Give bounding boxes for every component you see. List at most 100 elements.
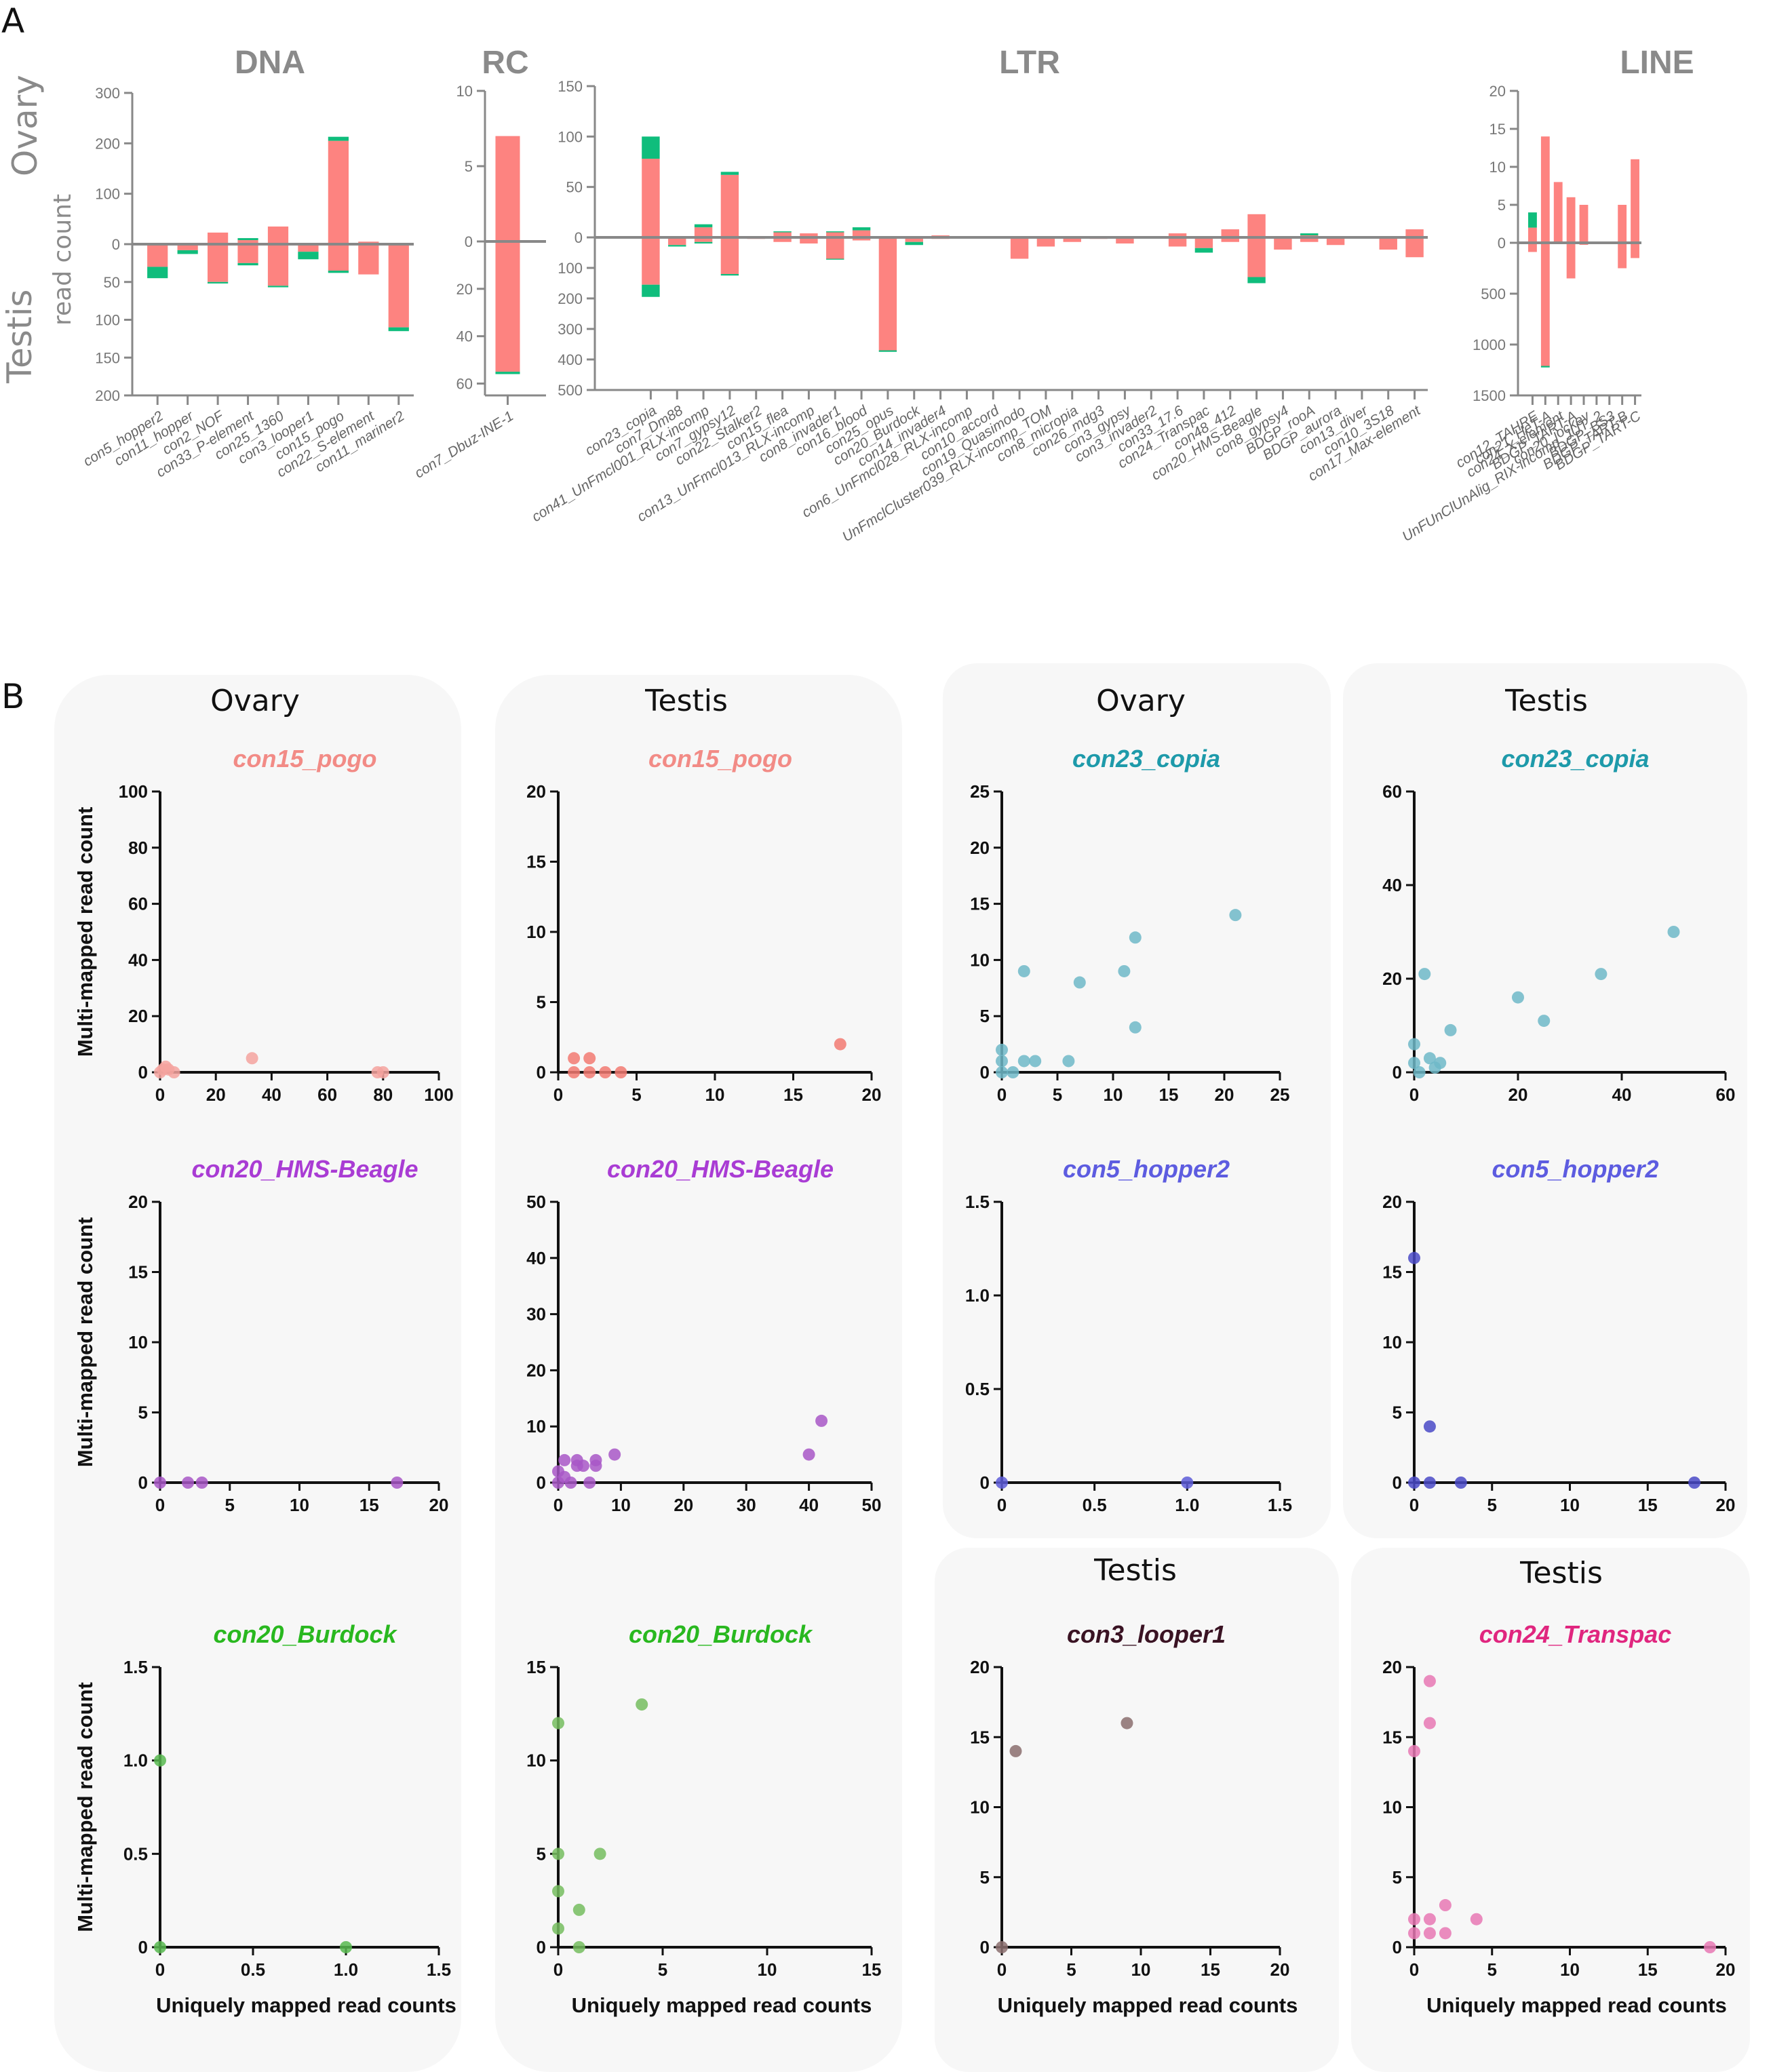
y-tick-label: 10 bbox=[526, 1416, 546, 1436]
y-tick-label: 10 bbox=[456, 83, 473, 100]
bar-ovary-unique bbox=[694, 227, 713, 237]
subplot-title: con24_Transpac bbox=[1479, 1620, 1671, 1648]
x-tick-label: 10 bbox=[290, 1495, 309, 1515]
bar-testis-unique bbox=[800, 237, 818, 243]
x-tick-label: 100 bbox=[424, 1084, 453, 1105]
bg-testis-copia-column bbox=[1343, 663, 1747, 1538]
y-tick-label: 500 bbox=[558, 382, 583, 399]
data-point bbox=[572, 1941, 585, 1953]
bar-ovary-unique bbox=[208, 232, 229, 244]
x-tick-label: 0.5 bbox=[1083, 1495, 1107, 1515]
y-tick-label: 1.5 bbox=[965, 1192, 990, 1212]
y-tick-label: 60 bbox=[128, 894, 148, 914]
scatter-ovary-con20_burdock: con20_Burdock 0 0.5 1.0 1.5 0 0.5 1.0 1.5 Multi-m… bbox=[73, 1620, 456, 2017]
bar-testis-unique bbox=[1036, 237, 1055, 247]
data-point bbox=[615, 1066, 627, 1078]
y-tick-label: 15 bbox=[526, 1657, 546, 1677]
bar-ovary-unique bbox=[1553, 182, 1563, 243]
x-tick-label: 0 bbox=[1409, 1084, 1419, 1105]
scatter-ovary-con15_pogo: Ovary con15_pogo 0 20 40 60 80 100 0 20 40 60 80 100 M… bbox=[73, 684, 454, 1105]
bar-ovary-multi bbox=[852, 227, 871, 231]
chart-title-line: LINE bbox=[1620, 45, 1694, 81]
bar-testis-unique bbox=[1528, 243, 1537, 252]
bar-ovary-multi bbox=[720, 172, 739, 175]
y-axis-label: Multi-mapped read count bbox=[73, 1682, 97, 1932]
data-point bbox=[1439, 1899, 1452, 1912]
bar-ovary-unique bbox=[826, 232, 844, 237]
y-tick-label: 0 bbox=[1392, 1062, 1402, 1082]
y-tick-label: 40 bbox=[1382, 875, 1402, 895]
subplot-title: con3_looper1 bbox=[1067, 1620, 1226, 1648]
y-tick-label: 10 bbox=[128, 1332, 148, 1352]
y-tick-label: 10 bbox=[526, 1751, 546, 1771]
x-tick-label: 0 bbox=[997, 1959, 1007, 1980]
y-tick-label: 0 bbox=[138, 1472, 148, 1493]
bg-ovary-copia-column bbox=[943, 663, 1331, 1538]
subplot-title: con23_copia bbox=[1072, 745, 1220, 773]
data-point bbox=[182, 1477, 195, 1489]
data-point bbox=[583, 1052, 596, 1065]
x-tick-label: 15 bbox=[783, 1084, 803, 1105]
y-tick-label: 5 bbox=[537, 1843, 546, 1864]
subplot-title: con5_hopper2 bbox=[1492, 1155, 1658, 1183]
bar-testis-unique bbox=[1379, 237, 1397, 250]
bar-testis-unique bbox=[208, 244, 229, 282]
data-point bbox=[154, 1941, 166, 1953]
data-point bbox=[1129, 931, 1142, 944]
data-point bbox=[1181, 1477, 1194, 1489]
scatter-ovary-con5_hopper2: con5_hopper2 0 0.5 1.0 1.5 0 0.5 1.0 1.5 bbox=[965, 1155, 1292, 1515]
bar-ovary-multi bbox=[237, 238, 258, 241]
bar-ovary-multi bbox=[773, 231, 792, 233]
data-point bbox=[1423, 1927, 1436, 1940]
x-tick-label: 20 bbox=[1716, 1495, 1736, 1515]
panel-b-backgrounds bbox=[54, 663, 1750, 2072]
tissue-header: Ovary bbox=[1096, 684, 1186, 718]
data-point bbox=[589, 1453, 602, 1466]
bar-testis-multi bbox=[694, 241, 713, 243]
bar-ovary-unique bbox=[1221, 229, 1239, 237]
y-tick-label: 200 bbox=[95, 387, 120, 404]
data-point bbox=[340, 1941, 352, 1953]
y-tick-label: 10 bbox=[1382, 1332, 1402, 1352]
y-tick-label: 60 bbox=[1382, 781, 1402, 802]
y-tick-label: 15 bbox=[970, 894, 990, 914]
x-tick-label: 0 bbox=[997, 1084, 1007, 1105]
subplot-title: con15_pogo bbox=[648, 745, 792, 773]
scatter-testis-con20_hms-beagle: con20_HMS-Beagle 0 10 20 30 40 50 0 10 20 30 40 50 bbox=[526, 1155, 881, 1515]
data-point bbox=[1413, 1066, 1426, 1078]
bar-testis-unique bbox=[1405, 237, 1424, 258]
y-tick-label: 20 bbox=[1382, 969, 1402, 989]
x-tick-label: 15 bbox=[1638, 1495, 1658, 1515]
y-tick-label: 400 bbox=[558, 351, 583, 368]
data-point bbox=[1423, 1717, 1436, 1729]
data-point bbox=[1423, 1675, 1436, 1687]
subplot-title: con15_pogo bbox=[233, 745, 376, 773]
data-point bbox=[636, 1698, 648, 1711]
x-tick-label: 10 bbox=[1560, 1959, 1580, 1980]
bar-testis-unique bbox=[1194, 237, 1213, 248]
y-tick-label: 0 bbox=[465, 233, 473, 250]
bar-testis-unique bbox=[328, 244, 349, 271]
y-tick-label: 15 bbox=[526, 852, 546, 872]
y-tick-label: 20 bbox=[970, 1657, 990, 1677]
bar-testis-multi bbox=[720, 274, 739, 276]
y-tick-label: 0 bbox=[537, 1472, 546, 1493]
bar-testis-multi bbox=[147, 267, 168, 279]
y-tick-label: 40 bbox=[456, 328, 473, 345]
y-tick-label: 0.5 bbox=[123, 1843, 148, 1864]
data-point bbox=[1017, 1055, 1030, 1068]
y-tick-label: 20 bbox=[1382, 1192, 1402, 1212]
bar-ovary-unique bbox=[1579, 205, 1589, 243]
y-tick-label: 20 bbox=[128, 1006, 148, 1026]
data-point bbox=[568, 1052, 581, 1065]
y-tick-label: 0 bbox=[537, 1062, 546, 1082]
data-point bbox=[1704, 1941, 1717, 1953]
bar-testis-unique bbox=[1168, 237, 1187, 247]
y-tick-label: 50 bbox=[566, 179, 583, 196]
subplot-title: con5_hopper2 bbox=[1063, 1155, 1230, 1183]
y-tick-label: 500 bbox=[1481, 286, 1506, 302]
bar-ovary-unique bbox=[720, 174, 739, 237]
bar-testis-unique bbox=[878, 237, 897, 351]
bar-testis-unique bbox=[147, 244, 168, 267]
